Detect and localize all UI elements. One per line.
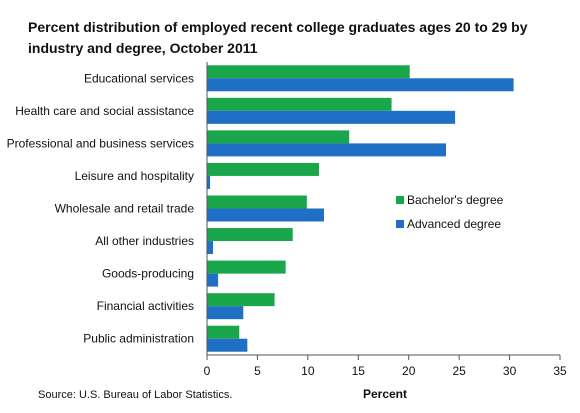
category-label: Health care and social assistance: [15, 104, 194, 118]
bar-bachelors: [207, 97, 392, 111]
category-label: Leisure and hospitality: [75, 169, 194, 183]
category-label: Financial activities: [97, 299, 194, 313]
bar-bachelors: [207, 195, 307, 209]
legend-swatch-bachelors: [396, 196, 404, 204]
bar-advanced: [207, 175, 211, 189]
x-tick-label: 0: [204, 364, 211, 378]
x-axis: 0 5 10 15 20 25 30 35: [204, 62, 567, 378]
category-label: Goods-producing: [102, 267, 194, 281]
legend-label-bachelors: Bachelor's degree: [407, 193, 504, 207]
bar-bachelors: [207, 130, 350, 144]
bar-advanced: [207, 143, 447, 157]
legend-label-advanced: Advanced degree: [407, 217, 501, 231]
x-tick-label: 20: [402, 364, 416, 378]
category-labels: Educational services Health care and soci…: [7, 71, 195, 345]
x-tick-label: 10: [301, 364, 315, 378]
x-tick-label: 5: [254, 364, 261, 378]
chart-title-line-2: industry and degree, October 2011: [28, 40, 258, 56]
bar-advanced: [207, 78, 514, 92]
legend: Bachelor's degree Advanced degree: [396, 193, 504, 231]
source-note: Source: U.S. Bureau of Labor Statistics.: [38, 389, 232, 401]
bar-bachelors: [207, 162, 319, 176]
legend-swatch-advanced: [396, 220, 404, 228]
category-label: Professional and business services: [7, 136, 194, 150]
category-label: Public administration: [83, 332, 194, 346]
bars-group: [207, 65, 514, 352]
bar-bachelors: [207, 293, 275, 307]
bar-bachelors: [207, 260, 286, 274]
bar-advanced: [207, 208, 324, 222]
chart-title-line-1: Percent distribution of employed recent …: [28, 19, 528, 35]
bar-advanced: [207, 241, 214, 255]
x-tick-label: 35: [553, 364, 567, 378]
x-tick-label: 15: [352, 364, 366, 378]
x-tick-label: 30: [503, 364, 517, 378]
bar-advanced: [207, 338, 248, 352]
chart-title: Percent distribution of employed recent …: [28, 19, 528, 56]
category-label: Educational services: [84, 71, 194, 85]
x-tick-label: 25: [452, 364, 466, 378]
category-label: Wholesale and retail trade: [55, 202, 195, 216]
bar-advanced: [207, 273, 219, 287]
bar-bachelors: [207, 65, 410, 79]
x-axis-title: Percent: [363, 387, 407, 401]
bar-advanced: [207, 110, 456, 124]
bar-advanced: [207, 306, 244, 320]
bar-bachelors: [207, 228, 293, 242]
bar-bachelors: [207, 325, 240, 339]
category-label: All other industries: [95, 234, 194, 248]
